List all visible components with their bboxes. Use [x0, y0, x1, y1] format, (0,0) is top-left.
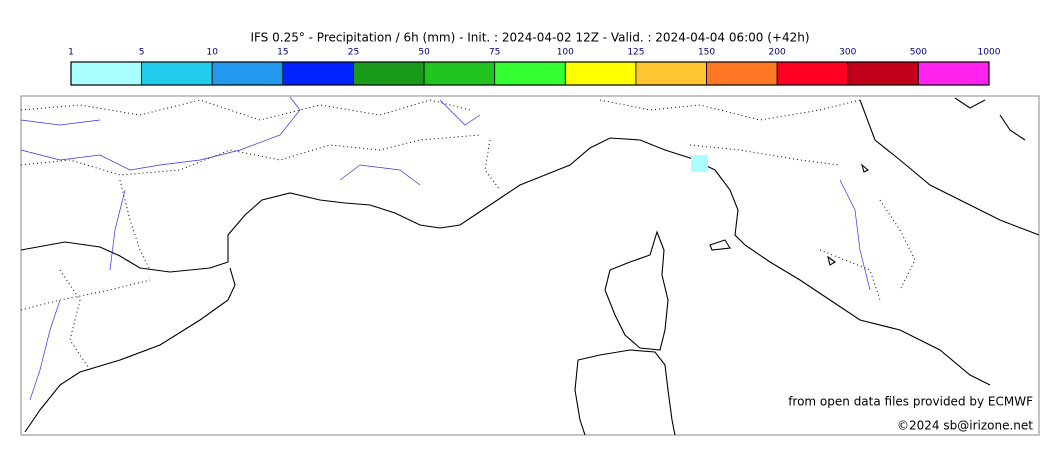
coastline — [859, 99, 1040, 236]
colorbar-tick-label: 1000 — [978, 48, 1001, 58]
colorbar-frame — [70, 61, 990, 86]
colorbar-tick-label: 15 — [277, 48, 288, 58]
colorbar-tick-label: 50 — [418, 48, 430, 58]
colorbar-segment — [564, 61, 637, 86]
colorbar-segment — [635, 61, 707, 86]
colorbar-segment — [423, 61, 496, 86]
colorbar-tick-label: 25 — [348, 48, 359, 58]
map-frame — [20, 95, 1040, 436]
map-features — [20, 96, 1040, 436]
colorbar-tick-label: 100 — [557, 48, 574, 58]
title: IFS 0.25° - Precipitation / 6h (mm) - In… — [250, 31, 809, 45]
border — [20, 99, 916, 371]
colorbar-tick-label: 5 — [139, 48, 145, 58]
precip-cell — [691, 155, 708, 172]
colorbar-segment — [353, 61, 425, 86]
river — [20, 96, 871, 401]
colorbar-segment — [917, 61, 990, 86]
colorbar-segment — [776, 61, 849, 86]
colorbar-segment — [141, 61, 213, 86]
colorbar: 1 5 10 15 25 50 75 100 125 150 200 300 500 1000 — [68, 48, 1001, 86]
colorbar-tick-label: 200 — [769, 48, 786, 58]
copyright: ©2024 sb@irizone.net — [897, 419, 1033, 433]
colorbar-segment — [494, 61, 566, 86]
colorbar-tick-label: 125 — [627, 48, 644, 58]
coastline — [20, 137, 991, 386]
sardinia — [574, 349, 676, 436]
colorbar-segment — [847, 61, 919, 86]
corsica — [604, 230, 669, 351]
colorbar-tick-label: 10 — [207, 48, 219, 58]
colorbar-tick-label: 300 — [839, 48, 856, 58]
islands — [709, 97, 1026, 266]
colorbar-tick-label: 150 — [698, 48, 715, 58]
source-credit: from open data files provided by ECMWF — [788, 395, 1033, 409]
coastline — [24, 267, 236, 433]
colorbar-tick-label: 1 — [68, 48, 74, 58]
colorbar-segment — [211, 61, 284, 86]
colorbar-tick-label: 75 — [489, 48, 500, 58]
colorbar-segment — [282, 61, 354, 86]
colorbar-tick-label: 500 — [910, 48, 927, 58]
colorbar-segment — [70, 61, 143, 86]
colorbar-segment — [706, 61, 778, 86]
